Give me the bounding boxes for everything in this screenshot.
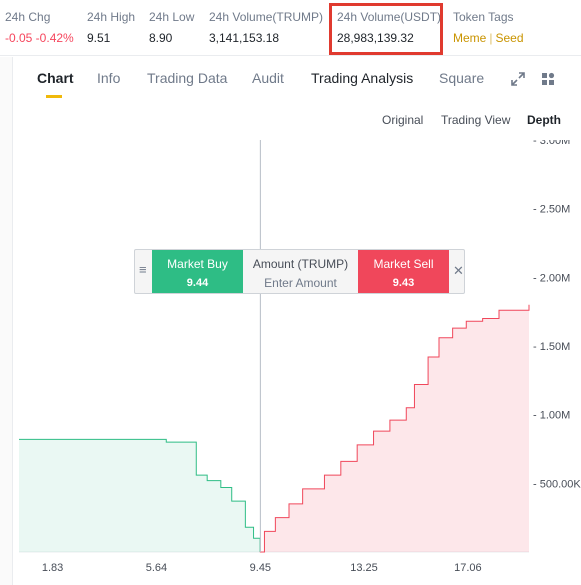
y-tick-label: - 1.00M [533,410,570,422]
market-sell-price: 9.43 [392,277,415,289]
close-icon[interactable]: ✕ [453,263,464,278]
tab-trading-analysis[interactable]: Trading Analysis [311,70,414,86]
stat-value: 8.90 [149,31,173,45]
tag-separator: | [489,31,493,45]
stat-24h-change: 24h Chg -0.05 -0.42% [5,10,74,45]
depth-chart-svg: - 500.00K - 1.00M - 1.50M - 2.00M - 2.50M - 3… [19,140,581,574]
active-tab-indicator [46,95,62,98]
amount-input[interactable]: Amount (TRUMP) Enter Amount [243,250,358,293]
market-buy-button[interactable]: Market Buy 9.44 [152,250,243,293]
stat-24h-volume-base: 24h Volume(TRUMP) 3,141,153.18 [209,10,323,45]
tab-chart[interactable]: Chart [37,70,74,86]
stat-label: 24h Volume(USDT) [337,10,442,24]
sell-depth-line [259,304,530,553]
expand-icon[interactable] [510,71,526,87]
buy-depth-line [19,438,261,552]
x-tick-label: 13.25 [350,562,378,574]
token-tag-seed[interactable]: Seed [495,31,524,45]
stat-value: 28,983,139.32 [337,31,414,45]
grid-layout-icon[interactable] [540,71,556,87]
view-original[interactable]: Original [382,113,424,127]
x-tick-label: 17.06 [454,562,482,574]
token-tags: Token Tags Meme | Seed [453,10,524,45]
stat-value: 3,141,153.18 [209,31,280,45]
y-tick-label: - 500.00K [533,478,581,490]
y-tick-label: - 1.50M [533,341,570,353]
stat-value: 9.51 [87,31,111,45]
market-buy-price: 9.44 [186,277,209,289]
x-tick-label: 5.64 [146,562,167,574]
market-sell-button[interactable]: Market Sell 9.43 [358,250,449,293]
depth-chart[interactable]: - 500.00K - 1.00M - 1.50M - 2.00M - 2.50M - 3… [19,140,581,585]
stat-label: 24h Volume(TRUMP) [209,10,324,24]
y-tick-label: - 2.50M [533,204,570,216]
stat-24h-low: 24h Low 8.90 [149,10,194,45]
stat-24h-high: 24h High 9.51 [87,10,135,45]
amount-placeholder: Enter Amount [264,276,337,290]
stat-label: 24h High [87,10,136,24]
market-order-panel: ≡ Market Buy 9.44 Amount (TRUMP) Enter A… [134,249,465,294]
token-tags-label: Token Tags [453,10,514,24]
sell-depth-area [259,304,529,552]
market-sell-label: Market Sell [373,257,434,271]
tab-audit[interactable]: Audit [252,70,284,86]
tab-trading-data[interactable]: Trading Data [147,70,228,86]
stat-label: 24h Chg [5,10,51,24]
highlight-box [329,3,443,55]
y-tick-label: - 3.00M [533,140,570,147]
stat-value: -0.05 -0.42% [5,31,74,45]
left-panel-edge [0,57,13,585]
market-buy-label: Market Buy [167,257,228,271]
view-depth[interactable]: Depth [527,113,561,127]
market-stats-bar: 24h Chg -0.05 -0.42% 24h High 9.51 24h L… [0,0,581,56]
drag-handle-icon[interactable]: ≡ [139,262,147,277]
amount-label: Amount (TRUMP) [252,257,349,271]
tab-info[interactable]: Info [97,70,121,86]
tab-square[interactable]: Square [439,70,485,86]
y-tick-label: - 2.00M [533,272,570,284]
stat-label: 24h Low [149,10,195,24]
x-tick-label: 1.83 [42,562,63,574]
token-tag-meme[interactable]: Meme [453,31,487,45]
buy-depth-area [19,439,261,552]
x-tick-label: 9.45 [250,562,271,574]
stat-24h-volume-quote: 24h Volume(USDT) 28,983,139.32 [337,10,441,45]
view-trading-view[interactable]: Trading View [441,113,511,127]
